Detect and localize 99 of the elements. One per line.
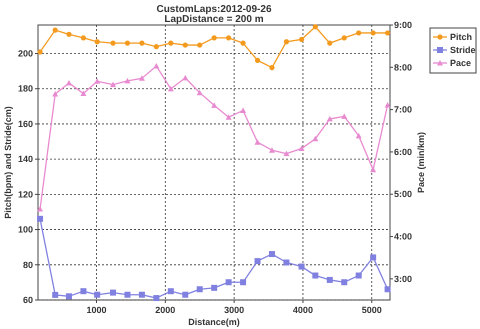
point: [284, 39, 290, 44]
point: [370, 254, 376, 260]
point: [384, 102, 391, 108]
point: [52, 90, 58, 96]
point: [138, 75, 145, 81]
y2-tick-label: 6:00: [394, 146, 412, 157]
point: [168, 40, 174, 46]
point: [124, 78, 130, 84]
point: [370, 30, 376, 36]
point: [254, 58, 260, 63]
point: [80, 288, 86, 294]
y2-tick-label: 7:00: [394, 104, 412, 115]
y2-tick-label: 5:00: [394, 189, 412, 200]
y2-axis-title: Pace (min/km): [416, 132, 426, 194]
point: [94, 78, 100, 84]
legend-label: Stride: [450, 45, 476, 55]
y2-tick-label: 4:00: [394, 232, 412, 242]
point: [298, 264, 305, 270]
point: [226, 279, 232, 286]
y2-tick-label: 8:00: [394, 62, 412, 72]
point: [139, 40, 145, 46]
point: [312, 24, 318, 30]
point: [240, 107, 246, 113]
y-tick-label: 180: [18, 84, 33, 94]
point: [182, 292, 188, 298]
point: [226, 114, 232, 120]
point: [312, 272, 318, 279]
legend-label: Pitch: [450, 32, 472, 42]
point: [110, 82, 116, 88]
point: [94, 39, 100, 44]
y-tick-label: 140: [18, 154, 33, 164]
point: [283, 150, 290, 156]
point: [52, 292, 58, 298]
point: [37, 216, 44, 222]
point: [326, 276, 333, 283]
chart-title: CustomLaps:2012-09-26: [156, 4, 272, 15]
point: [254, 139, 261, 145]
y-tick-label: 160: [18, 118, 33, 129]
point: [182, 42, 188, 48]
chart-subtitle: LapDistance = 200 m: [164, 14, 264, 25]
point: [268, 147, 275, 153]
y2-tick-label: 9:00: [394, 20, 412, 30]
point: [37, 206, 44, 212]
point: [110, 290, 116, 296]
point: [268, 251, 275, 258]
point: [153, 295, 160, 302]
point: [356, 132, 362, 138]
point: [341, 113, 348, 119]
point: [370, 166, 376, 172]
point: [298, 146, 305, 152]
point: [212, 35, 217, 40]
y-tick-label: 200: [18, 48, 33, 59]
point: [356, 272, 362, 279]
point: [168, 288, 174, 294]
point: [52, 28, 58, 33]
point: [154, 44, 159, 50]
point: [254, 258, 261, 264]
point: [342, 35, 347, 40]
y-tick-label: 100: [18, 224, 33, 235]
y2-tick-label: 3:00: [394, 274, 412, 284]
point: [341, 279, 348, 286]
point: [298, 36, 304, 42]
point: [240, 40, 246, 46]
point: [124, 40, 130, 46]
legend-label: Pace: [450, 58, 472, 68]
point: [226, 35, 232, 40]
point: [312, 136, 318, 142]
point: [80, 35, 86, 40]
x-tick-label: 2000: [155, 305, 176, 315]
point: [197, 42, 202, 48]
point: [124, 292, 130, 298]
point: [80, 90, 86, 96]
point: [384, 286, 391, 292]
point: [269, 65, 275, 70]
point: [37, 49, 43, 55]
point: [356, 30, 362, 36]
point: [196, 286, 203, 292]
x-tick-label: 4000: [292, 305, 313, 315]
y-axis-title: Pitch(bpm) and Stride(cm): [3, 106, 13, 219]
point: [283, 260, 290, 266]
point: [384, 30, 390, 36]
point: [196, 90, 203, 96]
point: [211, 284, 218, 291]
point: [138, 292, 145, 298]
y-tick-label: 80: [22, 260, 33, 270]
point: [240, 279, 246, 286]
point: [168, 86, 174, 92]
point: [94, 292, 100, 298]
point: [327, 40, 332, 46]
x-axis-title: Distance(m): [188, 317, 240, 327]
x-tick-label: 5000: [362, 305, 382, 315]
x-tick-label: 1000: [86, 305, 107, 315]
x-tick-label: 3000: [224, 305, 244, 315]
y-tick-label: 120: [18, 189, 33, 200]
point: [66, 32, 72, 37]
point: [110, 40, 116, 46]
point: [326, 116, 333, 122]
point: [66, 293, 72, 300]
y-tick-label: 60: [22, 295, 33, 305]
